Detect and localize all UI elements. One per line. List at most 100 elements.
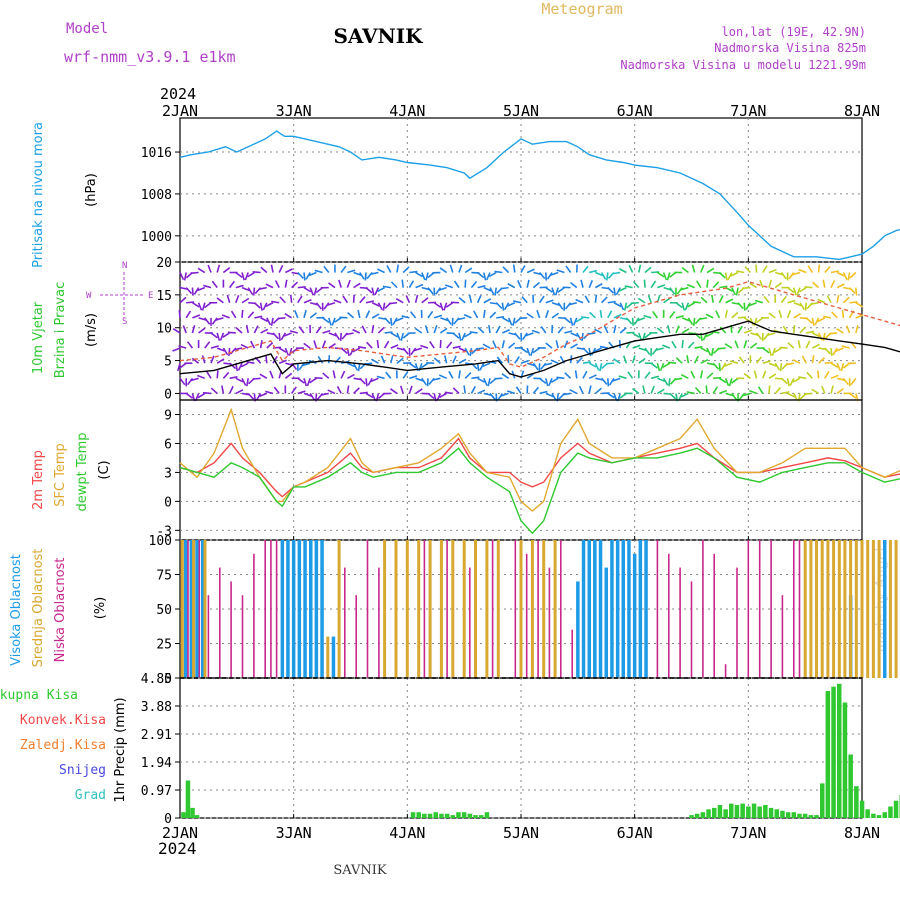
wind-arrow <box>409 311 417 319</box>
cloud-bar <box>820 540 824 678</box>
wind-arrow <box>797 340 801 349</box>
wind-arrow <box>179 272 185 281</box>
wind-arrow <box>259 340 263 349</box>
cloud-bar <box>439 540 443 678</box>
wind-arrow <box>555 340 559 349</box>
wind-arrow <box>359 377 366 385</box>
wind-arrow <box>297 285 306 289</box>
wind-arrow <box>822 279 826 288</box>
wind-arrow <box>538 272 546 280</box>
wind-arrow <box>347 362 355 368</box>
wind-arrow <box>227 331 236 334</box>
wind-arrow <box>514 332 521 340</box>
wind-arrow <box>638 357 646 364</box>
wind-arrow <box>551 287 556 296</box>
wind-arrow <box>202 391 212 395</box>
wind-arrow <box>247 311 255 319</box>
wind-arrow <box>340 370 346 379</box>
precip-bar <box>185 780 191 818</box>
wind-arrow <box>694 386 702 394</box>
wind-arrow <box>830 374 839 380</box>
wind-arrow <box>836 271 845 277</box>
wind-arrow <box>284 279 288 288</box>
wind-arrow <box>476 295 482 304</box>
wind-arrow <box>395 298 404 304</box>
wind-arrow <box>182 325 187 334</box>
wind-arrow <box>216 297 224 304</box>
cloud-bar <box>843 540 847 678</box>
bottom-x-label: 5JAN <box>503 824 539 842</box>
wind-arrow <box>488 271 497 278</box>
wind-arrow <box>259 373 268 380</box>
wind-arrow <box>179 296 187 304</box>
wind-arrow <box>743 302 746 311</box>
wind-arrow <box>830 270 840 274</box>
wind-arrow <box>691 264 696 273</box>
wind-arrow <box>588 279 594 288</box>
cloud-bar <box>854 540 858 678</box>
wind-arrow <box>767 332 776 336</box>
wind-arrow <box>408 362 417 369</box>
wind-arrow <box>792 271 801 276</box>
wind-arrow <box>240 362 249 368</box>
wind-arrow <box>712 386 719 394</box>
wind-arrow <box>627 371 634 379</box>
wind-arrow <box>736 270 745 274</box>
wind-arrow <box>255 393 262 401</box>
precip-bar <box>433 812 438 818</box>
wind-arrow <box>811 355 815 364</box>
cloud-bar <box>832 540 836 678</box>
wind-arrow <box>798 376 807 380</box>
cloud-bar <box>877 540 881 678</box>
wind-arrow <box>277 317 286 320</box>
wind-arrow <box>309 377 317 384</box>
cloud-unit-label: (%) <box>93 597 108 620</box>
cloud-bar <box>871 540 875 678</box>
wind-arrow <box>804 286 813 289</box>
precip-ytick-label: 1.94 <box>141 756 172 771</box>
model-name: wrf-nmm_v3.9.1 e1km <box>64 48 236 66</box>
wind-arrow <box>554 287 559 296</box>
wind-arrow <box>297 390 306 395</box>
wind-arrow <box>361 325 367 334</box>
wind-arrow <box>469 331 478 334</box>
wind-arrow <box>842 296 850 304</box>
wind-arrow <box>483 377 488 386</box>
wind-arrow <box>786 310 792 319</box>
wind-arrow <box>710 347 714 357</box>
wind-arrow <box>520 265 526 273</box>
wind-arrow <box>785 362 794 366</box>
wind-arrow <box>439 302 444 311</box>
wind-arrow <box>581 316 590 319</box>
precip-legend-total: Ukupna Kisa <box>0 688 78 703</box>
cloud-ytick-label: 0 <box>164 672 172 687</box>
wind-arrow <box>599 345 608 349</box>
wind-arrow <box>594 328 602 334</box>
wind-arrow <box>470 280 478 289</box>
wind-arrow <box>306 378 311 387</box>
temp-left-label-3: dewpt Temp <box>75 432 90 511</box>
wind-arrow <box>575 298 584 304</box>
precip-bar <box>825 691 831 818</box>
wind-arrow <box>371 302 380 307</box>
wind-arrow <box>745 302 752 310</box>
wind-frame <box>179 261 863 401</box>
wind-arrow <box>458 358 467 364</box>
wind-arrow <box>768 268 777 274</box>
temp-left-label-2: SFC Temp <box>53 443 68 507</box>
wind-arrow <box>836 283 845 289</box>
wind-arrow <box>666 272 671 281</box>
wind-arrow <box>551 301 560 306</box>
wind-arrow <box>705 313 714 319</box>
wind-arrow <box>849 301 858 304</box>
wind-arrow <box>179 377 186 386</box>
wind-arrow <box>390 344 399 349</box>
wind-arrow <box>793 393 799 401</box>
wind-arrow <box>272 355 278 364</box>
wind-arrow <box>278 347 287 353</box>
cloud-bar <box>446 540 448 678</box>
wind-arrow <box>464 267 473 274</box>
wind-arrow <box>229 376 238 380</box>
wind-arrow <box>303 378 308 387</box>
wind-arrow <box>702 332 708 341</box>
